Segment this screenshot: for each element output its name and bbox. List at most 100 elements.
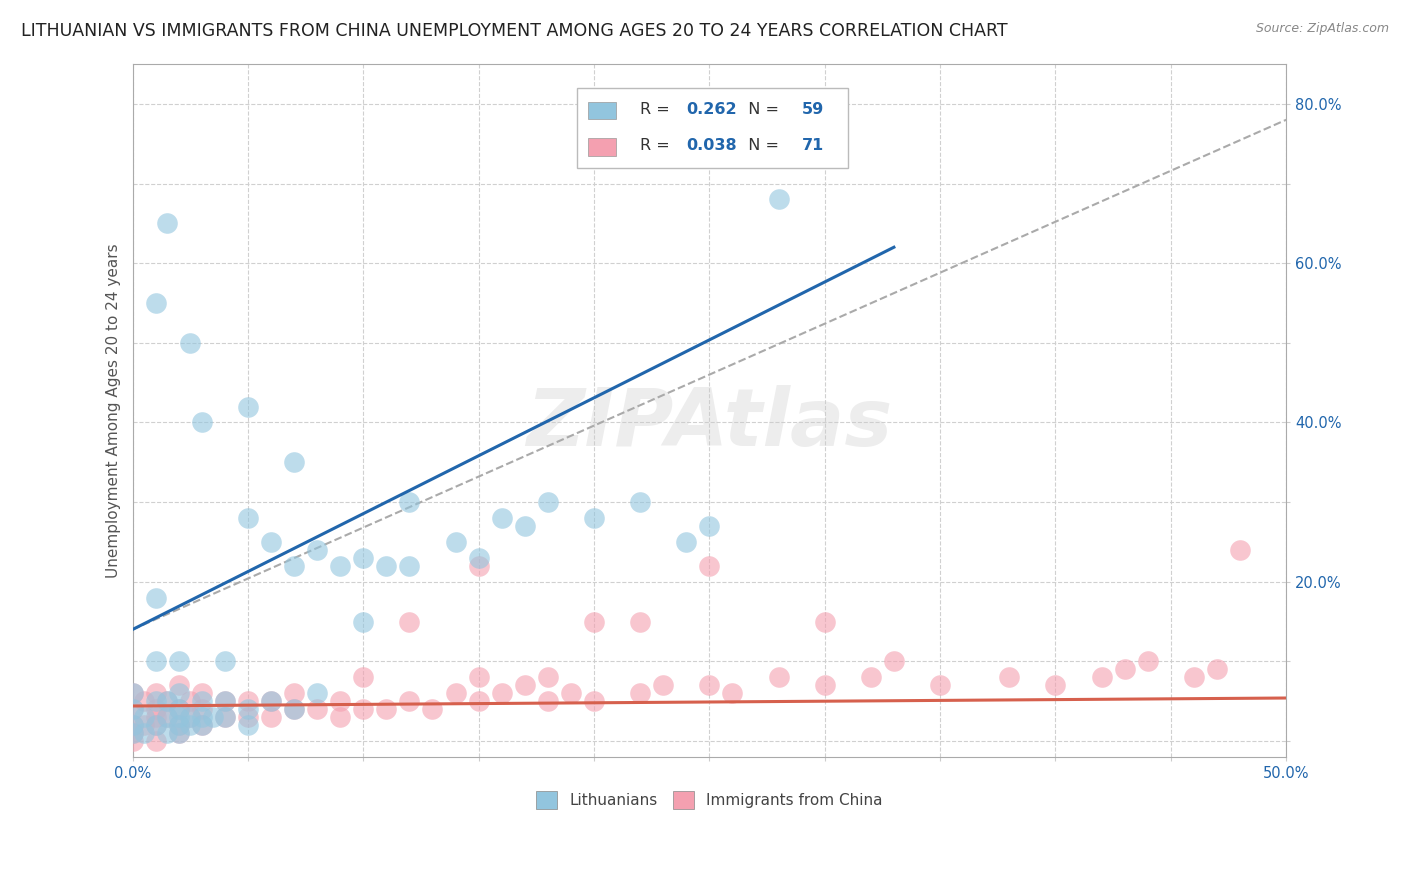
Point [214, 694, 236, 708]
Point [121, 702, 143, 716]
Bar [588, 138, 616, 155]
Point [145, 702, 167, 716]
Point [859, 670, 882, 684]
Point [236, 710, 259, 724]
Text: 71: 71 [801, 137, 824, 153]
Point [190, 718, 212, 732]
Point [190, 686, 212, 700]
Point [145, 718, 167, 732]
Point [422, 702, 444, 716]
Point [697, 558, 720, 573]
Point [167, 718, 190, 732]
Point [145, 654, 167, 668]
Point [582, 615, 605, 629]
Point [156, 694, 179, 708]
Point [1182, 670, 1205, 684]
Point [167, 686, 190, 700]
Point [121, 702, 143, 716]
Point [398, 615, 420, 629]
Point [202, 710, 225, 724]
Point [467, 558, 489, 573]
Point [375, 558, 398, 573]
Point [582, 694, 605, 708]
Point [260, 694, 283, 708]
Point [156, 726, 179, 740]
Point [121, 686, 143, 700]
Point [167, 726, 190, 740]
Point [375, 702, 398, 716]
Point [179, 718, 201, 732]
Point [307, 542, 329, 557]
Point [167, 678, 190, 692]
Point [236, 718, 259, 732]
Point [998, 670, 1021, 684]
Point [179, 710, 201, 724]
Point [444, 535, 467, 549]
Point [398, 558, 420, 573]
Point [1114, 662, 1136, 676]
Text: LITHUANIAN VS IMMIGRANTS FROM CHINA UNEMPLOYMENT AMONG AGES 20 TO 24 YEARS CORRE: LITHUANIAN VS IMMIGRANTS FROM CHINA UNEM… [21, 22, 1008, 40]
Text: R =: R = [640, 102, 675, 117]
Point [628, 495, 651, 509]
Point [307, 686, 329, 700]
Point [398, 495, 420, 509]
Text: 0.038: 0.038 [686, 137, 737, 153]
Point [167, 702, 190, 716]
Point [1045, 678, 1067, 692]
Point [283, 558, 305, 573]
Point [283, 702, 305, 716]
Point [537, 670, 560, 684]
Point [190, 718, 212, 732]
Point [721, 686, 744, 700]
Point [167, 702, 190, 716]
Point [167, 710, 190, 724]
Legend: Lithuanians, Immigrants from China: Lithuanians, Immigrants from China [530, 785, 889, 815]
Point [491, 511, 513, 525]
Point [329, 694, 352, 708]
Point [190, 694, 212, 708]
Point [190, 710, 212, 724]
Point [283, 686, 305, 700]
Text: N =: N = [738, 102, 785, 117]
Point [675, 535, 697, 549]
Point [537, 694, 560, 708]
Point [1229, 542, 1251, 557]
Point [214, 710, 236, 724]
Point [491, 686, 513, 700]
Point [513, 519, 536, 533]
Point [236, 511, 259, 525]
Point [560, 686, 582, 700]
Point [121, 718, 143, 732]
Point [167, 654, 190, 668]
Point [145, 734, 167, 748]
Point [121, 726, 143, 740]
Point [190, 416, 212, 430]
Point [121, 686, 143, 700]
Point [768, 670, 790, 684]
Y-axis label: Unemployment Among Ages 20 to 24 years: Unemployment Among Ages 20 to 24 years [107, 244, 121, 578]
Point [179, 335, 201, 350]
Text: N =: N = [738, 137, 785, 153]
Point [352, 702, 374, 716]
Text: Source: ZipAtlas.com: Source: ZipAtlas.com [1256, 22, 1389, 36]
Point [156, 710, 179, 724]
Point [814, 678, 837, 692]
Point [329, 558, 352, 573]
Point [467, 550, 489, 565]
Point [329, 710, 352, 724]
Text: 0.262: 0.262 [686, 102, 737, 117]
Point [283, 455, 305, 469]
Point [628, 686, 651, 700]
Point [1136, 654, 1159, 668]
Point [929, 678, 952, 692]
Point [145, 710, 167, 724]
Point [236, 702, 259, 716]
Point [652, 678, 675, 692]
Point [1206, 662, 1229, 676]
Bar [588, 102, 616, 120]
Point [697, 519, 720, 533]
Point [444, 686, 467, 700]
Point [145, 694, 167, 708]
Point [156, 710, 179, 724]
Point [352, 670, 374, 684]
